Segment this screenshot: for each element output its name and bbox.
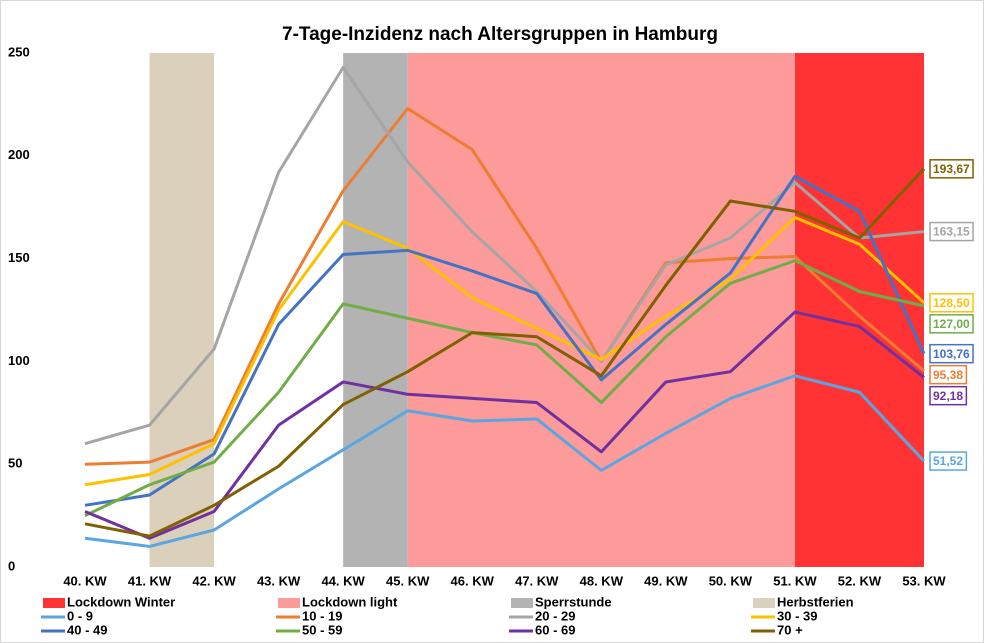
x-tick-label: 50. KW <box>709 573 753 588</box>
x-tick-label: 46. KW <box>451 573 495 588</box>
series-line <box>84 174 926 507</box>
data-label-text: 128,50 <box>933 296 970 310</box>
data-label-box <box>929 385 968 406</box>
data-label-text: 92,18 <box>933 389 963 403</box>
x-tick-label: 52. KW <box>838 573 882 588</box>
legend-label: Lockdown light <box>302 594 398 609</box>
period-band <box>794 53 924 567</box>
y-tick-label: 150 <box>8 250 30 265</box>
legend-label: 10 - 19 <box>302 608 342 623</box>
data-label-box <box>929 293 974 313</box>
legend-label: 50 - 59 <box>302 622 342 637</box>
chart-title: 7-Tage-Inzidenz nach Altersgruppen in Ha… <box>282 24 718 45</box>
x-tick-label: 40. KW <box>63 573 107 588</box>
legend-label: 60 - 69 <box>535 622 575 637</box>
series-line <box>84 374 926 548</box>
x-tick-label: 41. KW <box>128 573 172 588</box>
x-tick-label: 51. KW <box>773 573 817 588</box>
legend-label: Lockdown Winter <box>67 594 175 609</box>
legend-label: 40 - 49 <box>67 622 107 637</box>
data-label-box <box>929 159 974 179</box>
legend-label: 70 + <box>777 622 803 637</box>
data-label-box <box>929 451 968 471</box>
x-tick-label: 45. KW <box>386 573 430 588</box>
period-band <box>407 53 795 567</box>
x-tick-label: 49. KW <box>644 573 688 588</box>
data-label: 51,52 <box>929 451 968 471</box>
data-label: 127,00 <box>929 314 974 334</box>
data-label-box <box>929 364 968 385</box>
data-label-text: 103,76 <box>933 347 970 361</box>
legend-swatch <box>43 598 65 608</box>
x-tick-label: 48. KW <box>580 573 624 588</box>
legend-label: Sperrstunde <box>535 594 612 609</box>
series-line <box>84 107 925 466</box>
data-label-box <box>929 343 974 364</box>
series-line <box>84 259 925 517</box>
data-label: 95,38 <box>929 364 968 385</box>
legend-swatch <box>278 598 300 608</box>
y-tick-label: 100 <box>8 353 30 368</box>
data-label-box <box>929 221 974 242</box>
data-label-box <box>929 314 974 334</box>
data-label-text: 193,67 <box>933 162 970 176</box>
legend-swatch <box>753 598 775 608</box>
legend-swatch <box>511 598 533 608</box>
data-label: 163,15 <box>929 221 974 242</box>
x-tick-label: 43. KW <box>257 573 301 588</box>
data-label: 193,67 <box>929 159 974 179</box>
data-label-text: 163,15 <box>933 225 970 239</box>
x-tick-label: 44. KW <box>321 573 365 588</box>
legend-label: 20 - 29 <box>535 608 575 623</box>
legend-label: Herbstferien <box>777 594 854 609</box>
data-label: 92,18 <box>929 385 968 406</box>
data-label-text: 127,00 <box>933 317 970 331</box>
y-tick-label: 250 <box>8 44 30 59</box>
y-tick-label: 0 <box>8 558 15 573</box>
series-line <box>84 167 926 538</box>
data-label: 128,50 <box>929 293 974 313</box>
x-tick-label: 53. KW <box>902 573 946 588</box>
data-label: 103,76 <box>929 343 974 364</box>
legend-label: 0 - 9 <box>67 608 93 623</box>
x-tick-label: 47. KW <box>515 573 559 588</box>
y-tick-label: 50 <box>8 456 22 471</box>
y-tick-label: 200 <box>8 147 30 162</box>
data-label-text: 95,38 <box>933 368 963 382</box>
legend-label: 30 - 39 <box>777 608 817 623</box>
x-tick-label: 42. KW <box>192 573 236 588</box>
series-line <box>84 215 926 487</box>
data-label-text: 51,52 <box>933 454 963 468</box>
